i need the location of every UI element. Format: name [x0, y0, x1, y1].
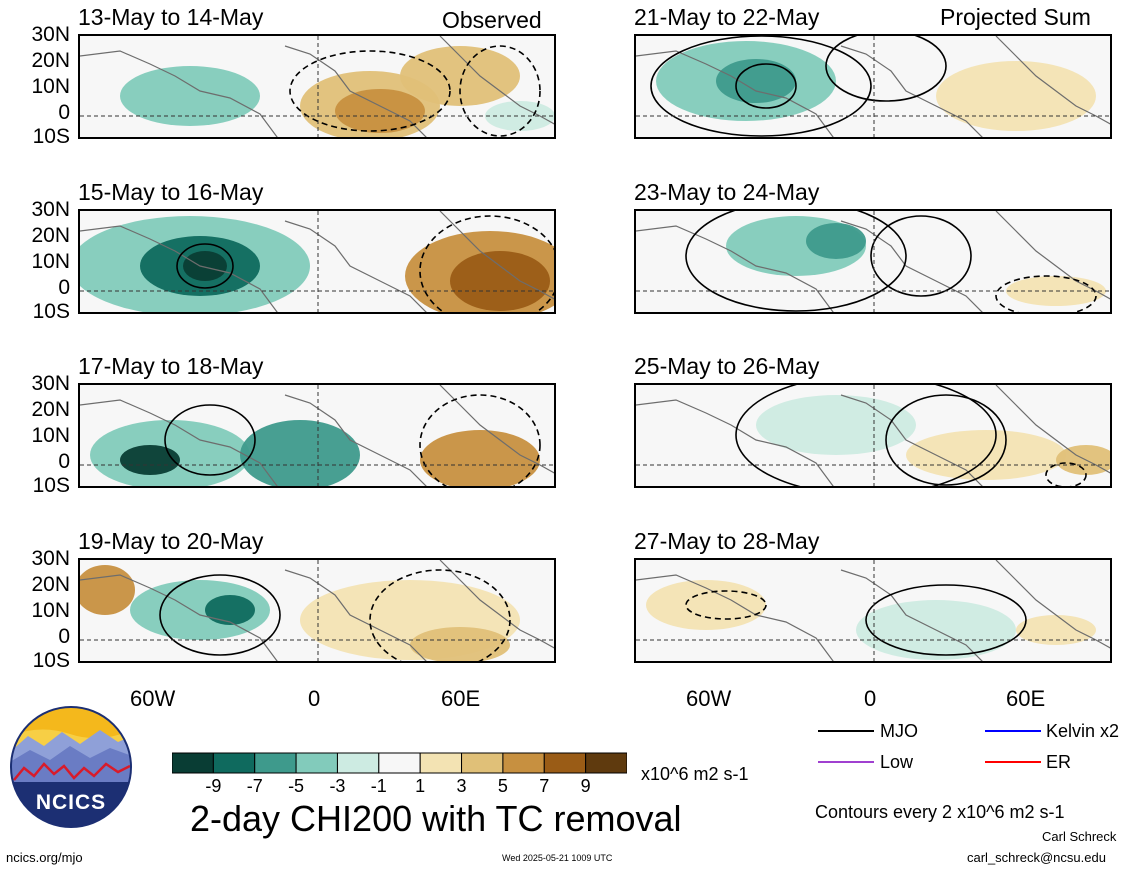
footer-author: Carl Schreck	[1042, 829, 1117, 844]
panel-title-4: 19-May to 20-May	[78, 528, 264, 554]
panel-title-8: 27-May to 28-May	[634, 528, 820, 554]
lat-label: 20N	[31, 49, 70, 72]
lat-label: 10S	[32, 300, 70, 323]
map-panel-6	[634, 209, 1112, 314]
colorbar-swatch	[502, 752, 545, 774]
map-panel-5	[634, 34, 1112, 139]
lat-label: 0	[58, 450, 70, 473]
legend-label-er: ER	[1046, 752, 1072, 772]
legend-label-low: Low	[880, 752, 914, 772]
lat-label: 20N	[31, 224, 70, 247]
colorbar-tick-label: 3	[456, 776, 467, 796]
lat-label: 10S	[32, 649, 70, 672]
lon-label-60w-left: 60W	[130, 686, 176, 711]
lat-label: 10S	[32, 474, 70, 497]
lon-label-60w-right: 60W	[686, 686, 732, 711]
lat-label: 30N	[31, 547, 70, 570]
colorbar-swatch	[254, 752, 297, 774]
footer-timestamp: Wed 2025-05-21 1009 UTC	[502, 853, 613, 863]
contour-note: Contours every 2 x10^6 m2 s-1	[815, 802, 1065, 822]
observed-label: Observed	[442, 7, 542, 33]
figure-title: 2-day CHI200 with TC removal	[190, 798, 682, 839]
colorbar-swatch	[336, 752, 380, 774]
lat-label: 0	[58, 101, 70, 124]
panel-title-2: 15-May to 16-May	[78, 179, 264, 205]
lat-label: 10N	[31, 599, 70, 622]
lon-label-0-right: 0	[864, 686, 877, 711]
colorbar-tick-label: -3	[329, 776, 346, 796]
lat-label: 10N	[31, 250, 70, 273]
colorbar-tick-label: -5	[288, 776, 305, 796]
panel-title-5: 21-May to 22-May	[634, 4, 820, 30]
panel-title-3: 17-May to 18-May	[78, 353, 264, 379]
colorbar-tick-label: 7	[539, 776, 550, 796]
colorbar-swatch	[378, 752, 421, 774]
colorbar-units: x10^6 m2 s-1	[641, 764, 749, 784]
panel-title-7: 25-May to 26-May	[634, 353, 820, 379]
map-panel-2	[78, 209, 556, 314]
lat-label: 10N	[31, 75, 70, 98]
panel-title-1: 13-May to 14-May	[78, 4, 264, 30]
colorbar-swatch	[585, 752, 627, 774]
lon-label-60e-left: 60E	[441, 686, 481, 711]
lon-label-0-left: 0	[308, 686, 321, 711]
lat-label: 0	[58, 276, 70, 299]
colorbar-tick-label: 1	[415, 776, 426, 796]
map-panel-7	[634, 383, 1112, 488]
colorbar-tick-label: -7	[246, 776, 263, 796]
panel-title-6: 23-May to 24-May	[634, 179, 820, 205]
colorbar-tick-label: 9	[580, 776, 591, 796]
ncics-logo-text: NCICS	[35, 791, 107, 814]
lat-label: 10N	[31, 424, 70, 447]
colorbar-swatch	[172, 752, 214, 774]
colorbar-swatch	[295, 752, 338, 774]
colorbar	[172, 752, 627, 774]
lat-label: 0	[58, 625, 70, 648]
lat-label: 30N	[31, 372, 70, 395]
map-panel-4	[78, 558, 556, 663]
colorbar-swatch	[461, 752, 504, 774]
legend-lines	[818, 730, 1041, 763]
legend-label-mjo: MJO	[880, 721, 918, 741]
colorbar-tick-label: 5	[497, 776, 508, 796]
colorbar-tick-label: -9	[205, 776, 222, 796]
lat-label: 20N	[31, 398, 70, 421]
lon-label-60e-right: 60E	[1006, 686, 1046, 711]
map-panel-8	[634, 558, 1112, 663]
map-panel-1	[78, 34, 556, 139]
projected-sum-label: Projected Sum	[940, 4, 1091, 30]
colorbar-swatch	[419, 752, 463, 774]
colorbar-swatch	[543, 752, 587, 774]
map-panel-3	[78, 383, 556, 488]
colorbar-swatch	[212, 752, 256, 774]
lat-label: 10S	[32, 125, 70, 148]
lat-label: 20N	[31, 573, 70, 596]
colorbar-tick-label: -1	[370, 776, 387, 796]
footer-email[interactable]: carl_schreck@ncsu.edu	[967, 850, 1106, 865]
lat-label: 30N	[31, 23, 70, 46]
lat-label: 30N	[31, 198, 70, 221]
legend-label-kelvin: Kelvin x2	[1046, 721, 1120, 741]
footer-url[interactable]: ncics.org/mjo	[6, 850, 83, 865]
ncics-logo: NCICS	[10, 706, 132, 828]
